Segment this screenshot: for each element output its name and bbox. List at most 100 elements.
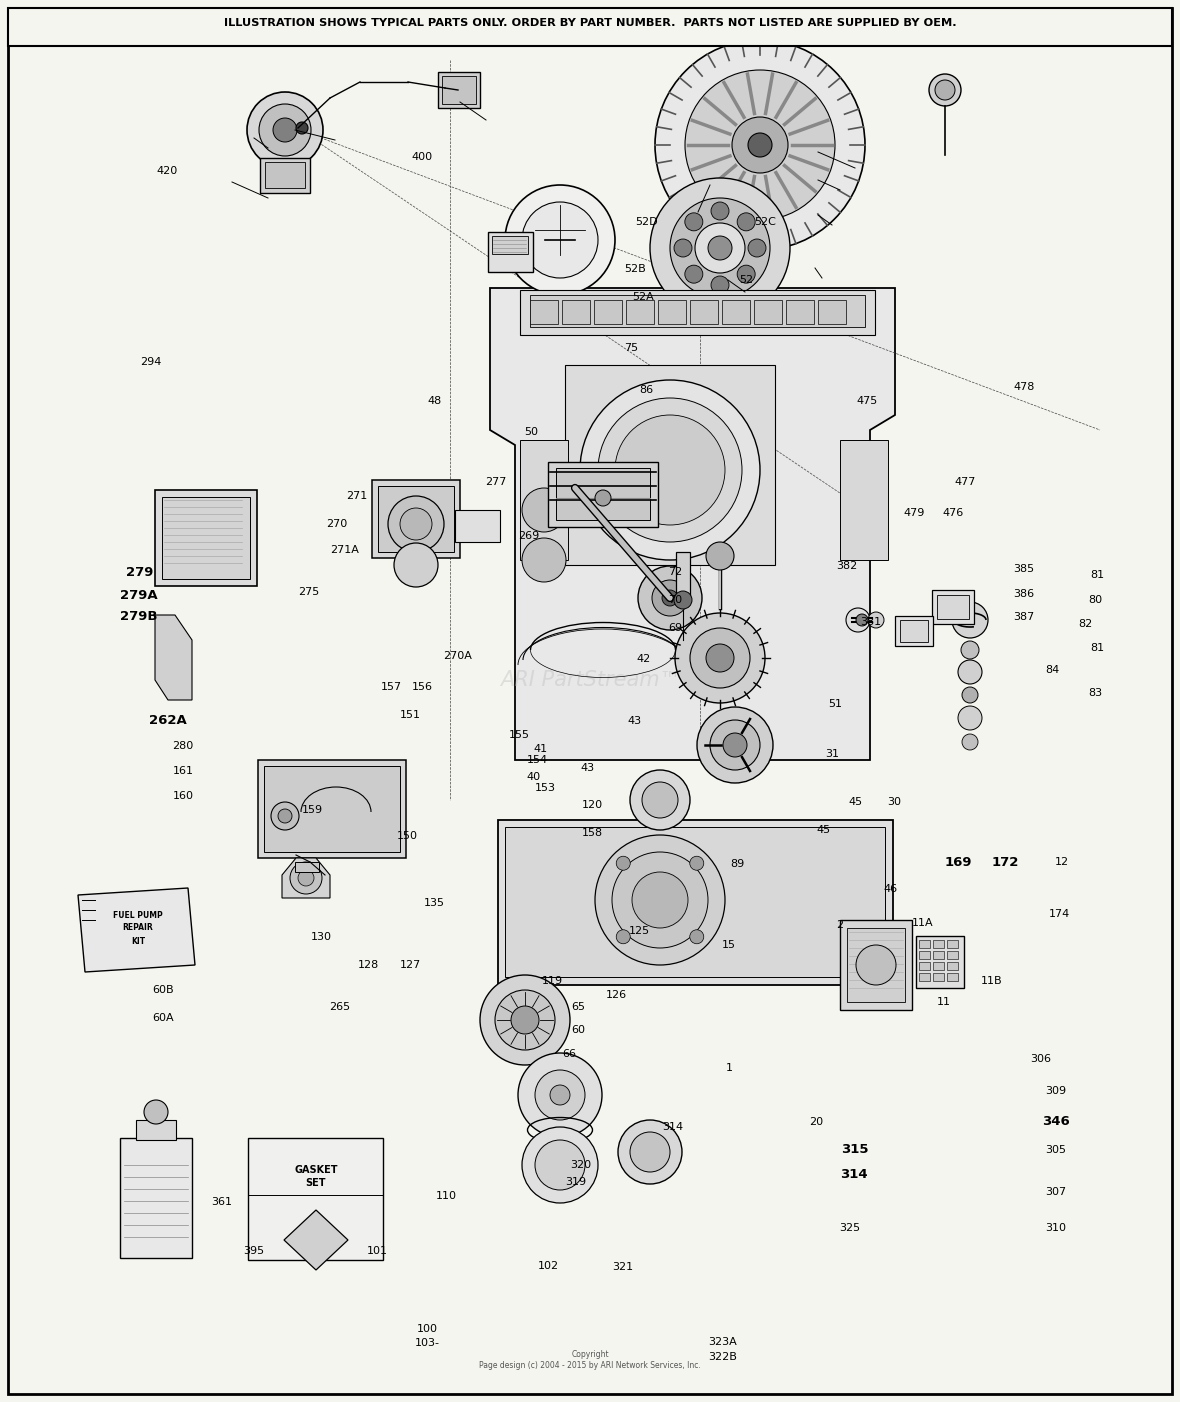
Text: 323A: 323A [708, 1336, 736, 1347]
Text: 43: 43 [628, 715, 642, 726]
Text: 157: 157 [381, 681, 402, 693]
Bar [530, 300, 558, 324]
Text: 400: 400 [412, 151, 433, 163]
Text: 83: 83 [1088, 687, 1102, 698]
Bar [916, 937, 964, 988]
Circle shape [748, 238, 766, 257]
Bar [933, 939, 944, 948]
Text: 80: 80 [1088, 594, 1102, 606]
Bar [258, 760, 406, 858]
Text: 382: 382 [837, 561, 858, 572]
Circle shape [846, 608, 870, 632]
Circle shape [690, 930, 703, 944]
Text: 130: 130 [310, 931, 332, 942]
Circle shape [494, 990, 555, 1050]
Text: 15: 15 [722, 939, 736, 951]
Polygon shape [282, 858, 330, 899]
Text: 30: 30 [887, 796, 902, 808]
Text: 120: 120 [582, 799, 603, 810]
Text: 48: 48 [427, 395, 441, 407]
Circle shape [684, 213, 703, 231]
Text: 84: 84 [1045, 665, 1060, 676]
Bar [520, 290, 876, 335]
Text: 65: 65 [571, 1001, 585, 1012]
Text: GASKET: GASKET [294, 1165, 337, 1175]
Circle shape [535, 1140, 585, 1190]
Text: 102: 102 [538, 1260, 559, 1272]
Circle shape [655, 41, 865, 250]
Bar [818, 300, 846, 324]
Bar [919, 973, 930, 981]
Bar [505, 827, 885, 977]
Text: 346: 346 [1042, 1115, 1070, 1129]
Polygon shape [284, 1210, 348, 1270]
Circle shape [706, 644, 734, 672]
Text: 309: 309 [1045, 1085, 1067, 1096]
Circle shape [518, 1053, 602, 1137]
Circle shape [674, 238, 691, 257]
Text: 478: 478 [1014, 381, 1035, 393]
Circle shape [505, 185, 615, 294]
Text: 294: 294 [140, 356, 162, 367]
Circle shape [723, 733, 747, 757]
Bar [690, 300, 717, 324]
Circle shape [598, 398, 742, 543]
Circle shape [630, 1131, 670, 1172]
Bar [565, 365, 775, 565]
Circle shape [595, 491, 611, 506]
Text: 86: 86 [640, 384, 654, 395]
Text: SET: SET [306, 1178, 326, 1187]
Bar [266, 163, 304, 188]
Text: 172: 172 [991, 855, 1020, 869]
Circle shape [271, 802, 299, 830]
Circle shape [675, 613, 765, 702]
Text: 128: 128 [358, 959, 379, 970]
Circle shape [962, 735, 978, 750]
Circle shape [642, 782, 678, 817]
Circle shape [856, 614, 868, 627]
Circle shape [868, 613, 884, 628]
Bar [676, 552, 690, 601]
Text: 314: 314 [662, 1122, 683, 1133]
Text: 319: 319 [565, 1176, 586, 1187]
Circle shape [695, 223, 745, 273]
Text: 127: 127 [400, 959, 421, 970]
Text: 265: 265 [329, 1001, 350, 1012]
Text: 160: 160 [172, 791, 194, 802]
Circle shape [958, 660, 982, 684]
Text: 89: 89 [730, 858, 745, 869]
Bar [594, 300, 622, 324]
Bar [948, 951, 958, 959]
Bar [786, 300, 814, 324]
Bar [919, 962, 930, 970]
Bar [260, 158, 310, 193]
Text: 280: 280 [172, 740, 194, 751]
Circle shape [595, 836, 725, 965]
Circle shape [710, 721, 760, 770]
Bar [919, 939, 930, 948]
Text: 307: 307 [1045, 1186, 1067, 1197]
Bar [264, 765, 400, 852]
Text: 69: 69 [668, 622, 682, 634]
Circle shape [630, 770, 690, 830]
Circle shape [612, 852, 708, 948]
Bar [948, 973, 958, 981]
Text: 395: 395 [243, 1245, 264, 1256]
Text: 81: 81 [1090, 569, 1104, 580]
Text: 103-: 103- [414, 1338, 440, 1349]
Text: 81: 81 [1090, 642, 1104, 653]
Bar [155, 491, 257, 586]
Text: 270A: 270A [444, 651, 472, 662]
Text: 159: 159 [302, 805, 323, 816]
Text: 381: 381 [860, 617, 881, 628]
Text: 11B: 11B [981, 976, 1002, 987]
Bar [162, 496, 250, 579]
Circle shape [144, 1101, 168, 1124]
Text: ARI PartStream™: ARI PartStream™ [500, 670, 680, 690]
Text: 45: 45 [817, 824, 831, 836]
Text: 52C: 52C [754, 216, 775, 227]
Bar [378, 486, 454, 552]
Circle shape [738, 213, 755, 231]
Bar [548, 463, 658, 527]
Bar [932, 590, 974, 624]
